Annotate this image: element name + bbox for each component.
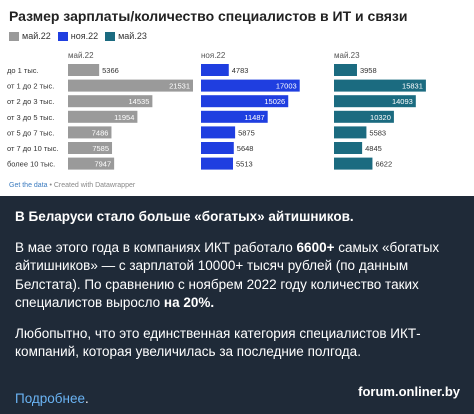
chart-legend: май.22 ноя.22 май.23 — [9, 31, 147, 41]
bar-2-2 — [334, 95, 416, 108]
panel-title-0: май.22 — [68, 51, 94, 60]
p2-highlight-percent: на 20%. — [163, 295, 215, 310]
value-label: 15831 — [402, 82, 423, 91]
bar-2-3 — [334, 110, 394, 123]
category-label: до 1 тыс. — [7, 66, 39, 75]
bar-1-3 — [201, 110, 268, 123]
bar-0-0 — [68, 64, 100, 76]
value-label: 6622 — [375, 160, 392, 169]
category-label: от 5 до 7 тыс. — [7, 128, 54, 137]
bar-0-1 — [68, 79, 193, 92]
p2-text-c: самых «богатых айтишников» — с зарплатой… — [15, 239, 440, 311]
bar-0-6 — [68, 157, 115, 170]
bar-1-5 — [201, 142, 234, 154]
value-label: 7947 — [94, 160, 111, 169]
value-label: 5583 — [369, 128, 386, 137]
legend-swatch-may23 — [105, 31, 116, 41]
legend-label-may23: май.23 — [118, 31, 147, 41]
category-label: от 1 до 2 тыс. — [7, 82, 54, 91]
value-label: 10320 — [370, 113, 391, 122]
legend-swatch-nov22 — [57, 31, 68, 41]
category-label: от 7 до 10 тыс. — [7, 144, 59, 153]
post-paragraph-note: Любопытно, что это единственная категори… — [15, 325, 421, 360]
p2-text-a: В мае этого года в компаниях ИКТ работал… — [15, 239, 297, 255]
bar-2-5 — [334, 142, 363, 154]
bar-2-1 — [334, 79, 426, 92]
value-label: 14535 — [129, 97, 150, 106]
value-label: 11487 — [244, 113, 264, 122]
legend-swatch-may22 — [9, 31, 19, 41]
panel-title-1: ноя.22 — [201, 51, 226, 60]
bar-0-2 — [68, 95, 153, 108]
panel-title-2: май.23 — [334, 51, 360, 60]
bar-2-6 — [334, 157, 373, 170]
bar-0-4 — [68, 126, 112, 139]
bar-0-5 — [68, 142, 113, 154]
value-label: 5648 — [237, 144, 254, 153]
bar-0-3 — [68, 110, 138, 123]
bar-1-0 — [201, 64, 229, 76]
more-dot: . — [85, 391, 89, 406]
post-body: В Беларуси стало больше «богатых» айтишн… — [15, 208, 461, 374]
more-link-wrap: Подробнее. — [15, 391, 89, 406]
value-label: 3958 — [360, 66, 377, 75]
category-label: более 10 тыс. — [7, 160, 55, 169]
legend-item-may23: май.23 — [105, 31, 147, 41]
value-label: 7585 — [92, 144, 109, 153]
legend-item-nov22: ноя.22 — [57, 31, 99, 41]
value-label: 7486 — [92, 128, 109, 137]
bar-1-2 — [201, 95, 289, 108]
value-label: 15026 — [264, 97, 285, 106]
bar-2-4 — [334, 126, 367, 139]
legend-item-may22: май.22 — [9, 31, 51, 41]
bar-2-0 — [334, 64, 357, 76]
value-label: 17003 — [276, 82, 297, 91]
value-label: 5366 — [102, 66, 119, 75]
datawrapper-credit: • Created with Datawrapper — [47, 182, 136, 189]
bar-chart: май.22 ноя.22 май.23 до 1 тыс. от 1 до 2 тыс… — [7, 51, 426, 170]
category-label: от 3 до 5 тыс. — [7, 113, 54, 122]
value-label: 5513 — [236, 160, 253, 169]
value-label: 14093 — [392, 97, 413, 106]
get-data-link[interactable]: Get the data — [9, 182, 48, 189]
bar-1-1 — [201, 79, 300, 92]
post-title: В Беларуси стало больше «богатых» айтишн… — [15, 209, 354, 224]
value-label: 4783 — [232, 66, 249, 75]
category-label: от 2 до 3 тыс. — [7, 97, 54, 106]
value-label: 11954 — [114, 113, 134, 122]
value-label: 21531 — [169, 82, 190, 91]
chart-card: Размер зарплаты/количество специалистов … — [0, 0, 474, 196]
bar-1-4 — [201, 126, 236, 139]
p2-highlight-count: 6600+ — [296, 239, 335, 255]
value-label: 5875 — [238, 128, 255, 137]
post-paragraph-stats: В мае этого года в компаниях ИКТ работал… — [15, 239, 461, 313]
chart-title: Размер зарплаты/количество специалистов … — [9, 8, 408, 24]
more-link[interactable]: Подробнее — [15, 391, 86, 406]
bar-1-6 — [201, 157, 234, 170]
legend-label-nov22: ноя.22 — [70, 31, 99, 41]
chart-footer: Get the data • Created with Datawrapper — [9, 182, 135, 189]
legend-label-may22: май.22 — [22, 31, 51, 41]
watermark: forum.onliner.by — [358, 384, 460, 399]
value-label: 4845 — [365, 144, 382, 153]
